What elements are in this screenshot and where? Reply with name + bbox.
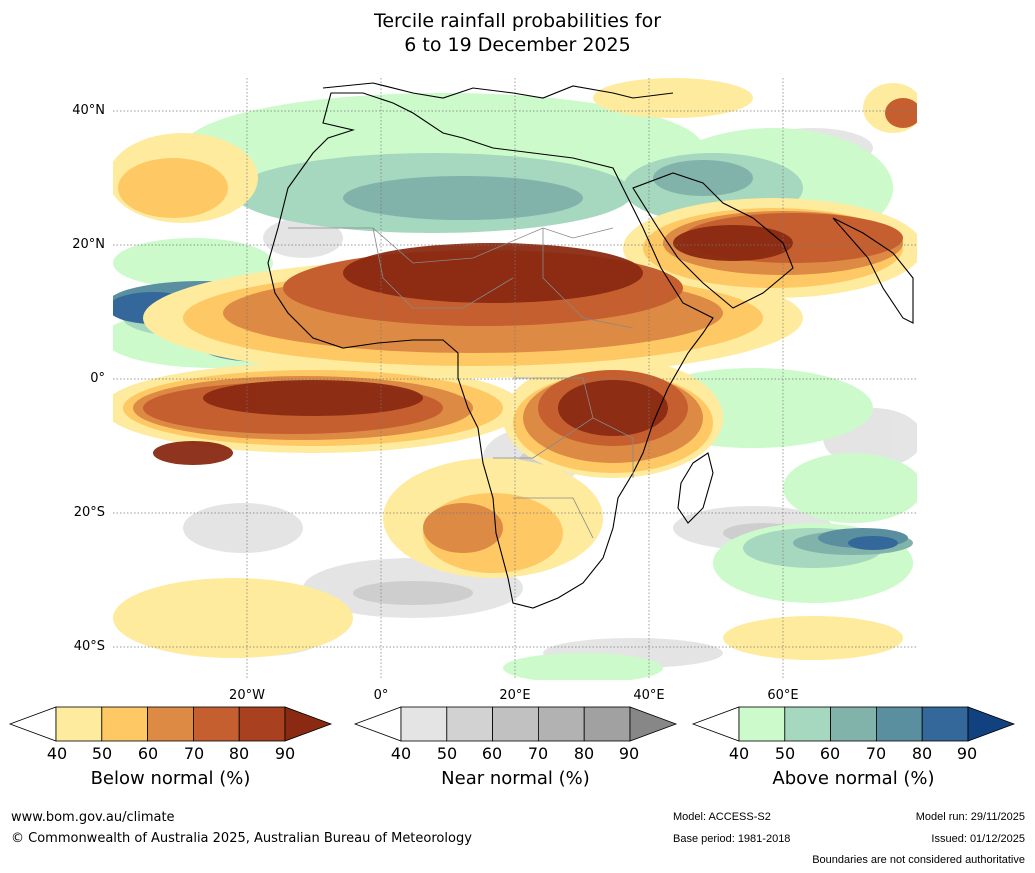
lat-label-20s: 20°S — [73, 505, 105, 520]
legend-near-tick: 60 — [481, 744, 503, 763]
legend-below-tick: 50 — [91, 744, 113, 763]
colorbar-bin — [238, 706, 286, 742]
footer-model-run: Model run: 29/11/2025 — [915, 811, 1025, 823]
colorbar-bin — [492, 706, 539, 742]
colorbar-bin — [738, 706, 786, 742]
legend-near-tick: 90 — [618, 744, 640, 763]
colorbar-bin — [400, 706, 448, 742]
india-coastline — [832, 217, 914, 324]
lon-label-20e: 20°E — [499, 688, 531, 703]
africa-coastline — [267, 92, 714, 609]
legend-above-tick: 90 — [956, 744, 978, 763]
footer-url[interactable]: www.bom.gov.au/climate — [11, 810, 175, 825]
footer-disclaimer: Boundaries are not considered authoritat… — [812, 854, 1025, 866]
legend-below-normal — [8, 706, 333, 742]
legend-near-title: Near normal (%) — [441, 768, 590, 789]
legend-below-title: Below normal (%) — [90, 768, 251, 789]
map-title-line1: Tercile rainfall probabilities for — [373, 10, 662, 32]
colorbar — [8, 706, 333, 742]
lon-label-40e: 40°E — [633, 688, 665, 703]
rainfall-probability-map — [103, 78, 923, 683]
legend-near-tick: 70 — [527, 744, 549, 763]
lon-label-60e: 60°E — [767, 688, 799, 703]
arabia-coastline — [632, 172, 794, 309]
lon-label-20w: 20°W — [229, 688, 265, 703]
legend-near-tick: 40 — [390, 744, 412, 763]
colorbar-bin — [830, 706, 877, 742]
legend-below-tick: 70 — [183, 744, 205, 763]
lat-label-40n: 40°N — [72, 103, 105, 118]
colorbar-bin — [55, 706, 103, 742]
lon-label-0: 0° — [373, 688, 389, 703]
europe-coastline — [322, 82, 674, 99]
lat-label-20n: 20°N — [72, 237, 105, 252]
colorbar-bin — [875, 706, 923, 742]
madagascar-coastline — [677, 452, 714, 524]
legend-above-tick: 50 — [774, 744, 796, 763]
map-title-line2: 6 to 19 December 2025 — [404, 34, 631, 56]
legend-below-tick: 90 — [274, 744, 296, 763]
colorbar-bin — [921, 706, 969, 742]
footer-copyright: © Commonwealth of Australia 2025, Austra… — [11, 831, 472, 846]
legend-below-tick: 60 — [137, 744, 159, 763]
legend-above-title: Above normal (%) — [772, 768, 935, 789]
colorbar-bin — [446, 706, 494, 742]
colorbar-bin — [784, 706, 832, 742]
legend-below-tick: 80 — [228, 744, 250, 763]
colorbar-bin — [583, 706, 631, 742]
colorbar-bin — [537, 706, 585, 742]
legend-below-tick: 40 — [46, 744, 68, 763]
legend-above-tick: 60 — [819, 744, 841, 763]
map-canvas — [103, 78, 923, 683]
colorbar-under-triangle — [8, 706, 57, 742]
colorbar-over-triangle — [284, 706, 333, 742]
legend-above-normal — [691, 706, 1016, 742]
legend-above-tick: 70 — [865, 744, 887, 763]
footer-model: Model: ACCESS-S2 — [673, 811, 771, 823]
colorbar-under-triangle — [353, 706, 402, 742]
lat-label-40s: 40°S — [73, 639, 105, 654]
colorbar-bin — [101, 706, 149, 742]
legend-near-tick: 50 — [436, 744, 458, 763]
footer-base-period: Base period: 1981-2018 — [673, 833, 791, 845]
colorbar-under-triangle — [691, 706, 740, 742]
footer-issued: Issued: 01/12/2025 — [931, 833, 1025, 845]
legend-above-tick: 40 — [728, 744, 750, 763]
colorbar — [691, 706, 1016, 742]
legend-near-normal — [353, 706, 678, 742]
colorbar-over-triangle — [967, 706, 1016, 742]
lat-label-0: 0° — [90, 371, 105, 386]
colorbar — [353, 706, 678, 742]
legend-above-tick: 80 — [911, 744, 933, 763]
colorbar-over-triangle — [629, 706, 678, 742]
colorbar-bin — [147, 706, 194, 742]
colorbar-bin — [192, 706, 240, 742]
legend-near-tick: 80 — [573, 744, 595, 763]
